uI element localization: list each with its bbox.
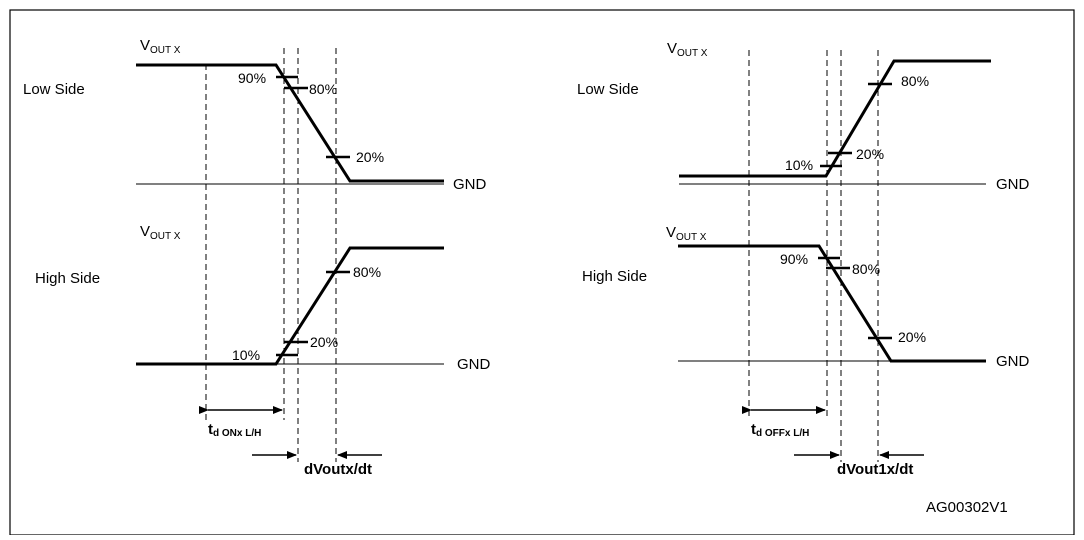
right-high-waveform (678, 244, 986, 363)
right-high-pct-80: 80% (852, 261, 880, 277)
left-low-pct-20: 20% (356, 149, 384, 165)
right-low-pct-10: 10% (785, 157, 813, 173)
right-high-vout-label: VOUT X (666, 224, 707, 243)
left-diagram: Low Side VOUT X 90% 80% 20% GND High Sid… (23, 37, 491, 478)
left-low-gnd-label: GND (453, 176, 487, 193)
left-high-waveform (136, 246, 444, 366)
left-high-vout-label: VOUT X (140, 223, 181, 242)
right-diagram: Low Side VOUT X 10% 20% 80% GND High Sid… (577, 40, 1030, 478)
right-low-side-label: Low Side (577, 81, 639, 98)
right-low-pct-80: 80% (901, 73, 929, 89)
left-slope-label: dVoutx/dt (304, 461, 372, 478)
right-high-pct-20: 20% (898, 329, 926, 345)
figure-id: AG00302V1 (926, 499, 1008, 516)
left-low-side-label: Low Side (23, 81, 85, 98)
right-low-vout-label: VOUT X (667, 40, 708, 59)
left-high-pct-20: 20% (310, 334, 338, 350)
right-low-gnd-label: GND (996, 176, 1030, 193)
right-high-side-label: High Side (582, 268, 647, 285)
left-low-vout-label: VOUT X (140, 37, 181, 56)
left-low-pct-80: 80% (309, 81, 337, 97)
right-high-pct-90: 90% (780, 251, 808, 267)
left-low-waveform (136, 63, 444, 183)
left-low-pct-90: 90% (238, 70, 266, 86)
right-td-label: td OFFx L/H (751, 421, 809, 439)
right-low-waveform (679, 59, 991, 178)
right-high-gnd-label: GND (996, 353, 1030, 370)
left-high-pct-10: 10% (232, 347, 260, 363)
left-high-gnd-label: GND (457, 356, 491, 373)
left-td-label: td ONx L/H (208, 421, 261, 439)
left-high-side-label: High Side (35, 270, 100, 287)
right-slope-label: dVout1x/dt (837, 461, 913, 478)
left-high-pct-80: 80% (353, 264, 381, 280)
right-low-pct-20: 20% (856, 146, 884, 162)
